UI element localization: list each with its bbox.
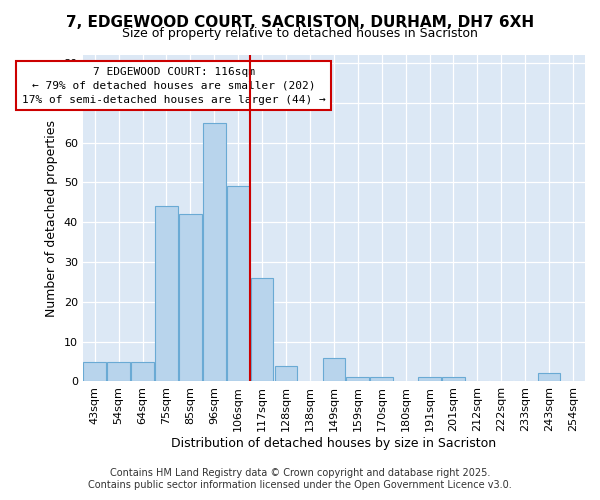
Text: Size of property relative to detached houses in Sacriston: Size of property relative to detached ho… [122, 28, 478, 40]
Bar [155, 206, 178, 382]
Bar [203, 122, 226, 382]
Text: 7 EDGEWOOD COURT: 116sqm
← 79% of detached houses are smaller (202)
17% of semi-: 7 EDGEWOOD COURT: 116sqm ← 79% of detach… [22, 67, 325, 105]
X-axis label: Distribution of detached houses by size in Sacriston: Distribution of detached houses by size … [172, 437, 496, 450]
Bar [83, 362, 106, 382]
Bar [251, 278, 274, 382]
Bar [346, 378, 369, 382]
Bar [131, 362, 154, 382]
Bar [538, 374, 560, 382]
Bar [179, 214, 202, 382]
Bar [107, 362, 130, 382]
Text: 7, EDGEWOOD COURT, SACRISTON, DURHAM, DH7 6XH: 7, EDGEWOOD COURT, SACRISTON, DURHAM, DH… [66, 15, 534, 30]
Bar [418, 378, 441, 382]
Bar [275, 366, 298, 382]
Y-axis label: Number of detached properties: Number of detached properties [45, 120, 58, 316]
Text: Contains HM Land Registry data © Crown copyright and database right 2025.
Contai: Contains HM Land Registry data © Crown c… [88, 468, 512, 490]
Bar [442, 378, 465, 382]
Bar [227, 186, 250, 382]
Bar [370, 378, 393, 382]
Bar [323, 358, 345, 382]
